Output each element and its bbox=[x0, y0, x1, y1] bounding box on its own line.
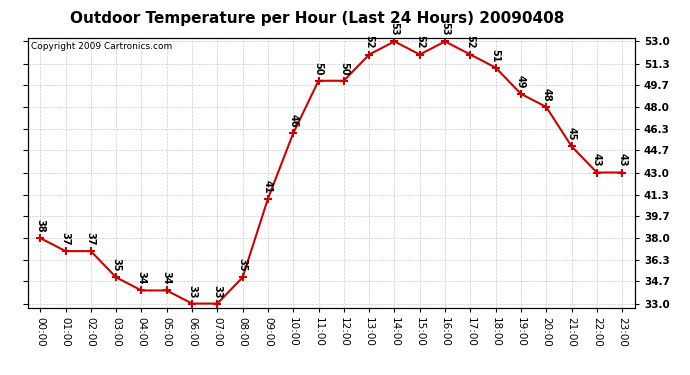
Text: 37: 37 bbox=[61, 232, 70, 246]
Text: 45: 45 bbox=[566, 127, 577, 141]
Text: 52: 52 bbox=[364, 36, 374, 49]
Text: 34: 34 bbox=[137, 272, 146, 285]
Text: 34: 34 bbox=[161, 272, 172, 285]
Text: 51: 51 bbox=[491, 49, 501, 62]
Text: 37: 37 bbox=[86, 232, 96, 246]
Text: 41: 41 bbox=[263, 180, 273, 193]
Text: 33: 33 bbox=[187, 285, 197, 298]
Text: Copyright 2009 Cartronics.com: Copyright 2009 Cartronics.com bbox=[30, 42, 172, 51]
Text: 43: 43 bbox=[617, 153, 627, 167]
Text: 35: 35 bbox=[111, 258, 121, 272]
Text: 43: 43 bbox=[592, 153, 602, 167]
Text: 38: 38 bbox=[35, 219, 46, 232]
Text: 48: 48 bbox=[541, 88, 551, 101]
Text: 46: 46 bbox=[288, 114, 298, 128]
Text: 50: 50 bbox=[313, 62, 324, 75]
Text: Outdoor Temperature per Hour (Last 24 Hours) 20090408: Outdoor Temperature per Hour (Last 24 Ho… bbox=[70, 11, 564, 26]
Text: 53: 53 bbox=[389, 22, 400, 36]
Text: 33: 33 bbox=[213, 285, 222, 298]
Text: 52: 52 bbox=[465, 36, 475, 49]
Text: 52: 52 bbox=[415, 36, 425, 49]
Text: 49: 49 bbox=[516, 75, 526, 88]
Text: 50: 50 bbox=[339, 62, 349, 75]
Text: 35: 35 bbox=[237, 258, 248, 272]
Text: 53: 53 bbox=[440, 22, 450, 36]
